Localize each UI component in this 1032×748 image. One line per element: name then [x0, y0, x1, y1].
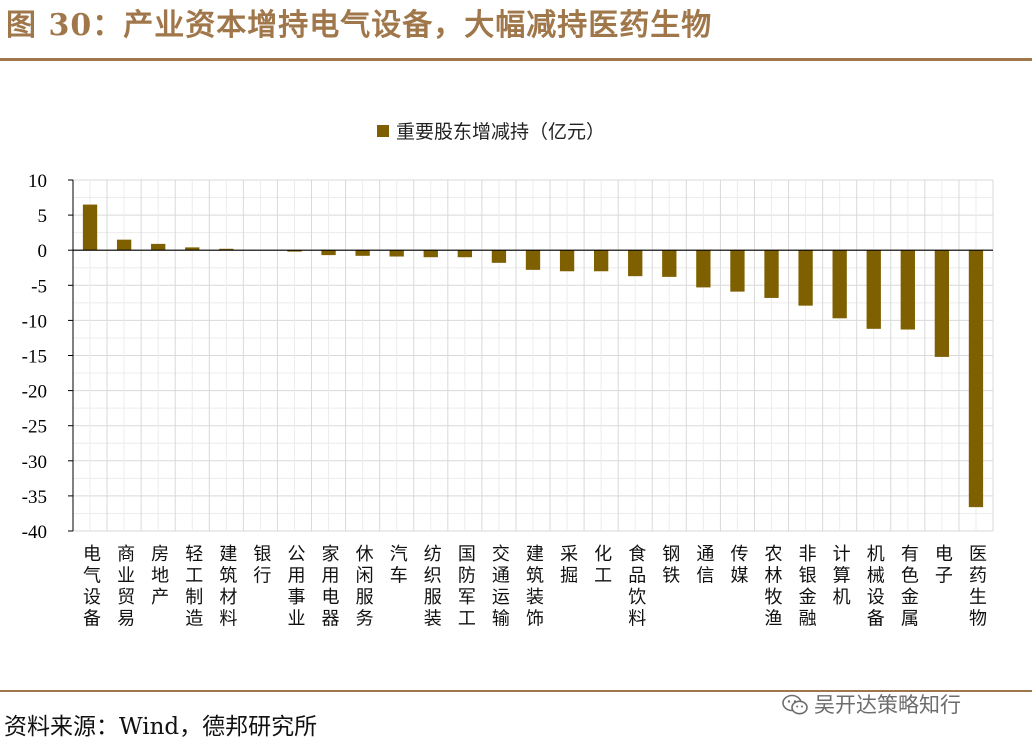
- bar: [525, 250, 541, 270]
- bar: [764, 250, 779, 298]
- x-tick-label: 化工: [594, 544, 612, 587]
- watermark: 吴开达策略知行: [782, 690, 961, 720]
- bar: [798, 250, 813, 306]
- x-tick-label: 银行: [253, 544, 271, 587]
- x-tick-label: 计算机: [833, 544, 851, 608]
- y-tick-label: -25: [22, 417, 47, 438]
- bar: [491, 250, 507, 263]
- y-tick-label: -35: [22, 487, 47, 508]
- x-tick-label: 机械设备: [867, 544, 885, 630]
- bar: [82, 204, 98, 251]
- x-tick-label: 国防军工: [458, 544, 476, 630]
- y-tick-label: -30: [22, 452, 47, 473]
- x-tick-label: 建筑装饰: [526, 544, 544, 630]
- x-tick-label: 有色金属: [901, 544, 919, 630]
- bar: [900, 250, 915, 330]
- x-tick-label: 家用电器: [322, 544, 340, 630]
- x-tick-label: 农林牧渔: [765, 544, 783, 630]
- x-tick-label: 医药生物: [969, 544, 987, 630]
- x-tick-label: 食品饮料: [628, 544, 646, 630]
- bar: [628, 250, 643, 277]
- bar: [559, 250, 575, 272]
- x-tick-label: 交通运输: [492, 544, 510, 630]
- bar: [866, 250, 881, 329]
- bar: [934, 250, 950, 357]
- figure-title: 图 30：产业资本增持电气设备，大幅减持医药生物: [6, 8, 713, 43]
- bar: [832, 250, 847, 319]
- bar: [593, 250, 609, 272]
- x-tick-label: 采掘: [560, 544, 578, 587]
- source-note: 资料来源：Wind，德邦研究所: [4, 714, 318, 740]
- bar: [662, 250, 677, 277]
- x-tick-label: 钢铁: [662, 544, 680, 587]
- y-tick-label: 0: [38, 241, 48, 262]
- x-tick-label: 汽车: [390, 544, 408, 587]
- y-tick-label: -10: [22, 311, 47, 332]
- bar: [389, 250, 404, 257]
- bar: [151, 243, 166, 251]
- y-tick-label: 5: [38, 206, 48, 227]
- legend-swatch: [377, 125, 389, 137]
- bar: [116, 239, 132, 251]
- x-tick-label: 电子: [935, 544, 953, 587]
- x-tick-label: 公用事业: [287, 544, 305, 630]
- x-tick-label: 建筑材料: [219, 544, 237, 630]
- bar: [321, 250, 336, 256]
- bar: [355, 250, 370, 256]
- y-tick-label: -15: [22, 347, 47, 368]
- bar: [457, 250, 473, 258]
- wechat-icon: [782, 694, 808, 715]
- bar: [730, 250, 745, 292]
- top-divider: [0, 58, 1032, 61]
- legend-label: 重要股东增减持（亿元）: [396, 121, 605, 143]
- x-tick-label: 轻工制造: [185, 544, 203, 630]
- bar: [185, 247, 200, 251]
- bar: [287, 250, 302, 252]
- bar: [696, 250, 711, 288]
- x-tick-label: 商业贸易: [117, 544, 135, 630]
- bar: [968, 250, 984, 508]
- bar: [423, 250, 438, 258]
- bottom-divider: [0, 690, 1032, 692]
- bar: [219, 248, 234, 251]
- bar-chart: 10 5 0 -5 -10 -15 -20 -25 -30 -35 -40 电气设备商业贸易房地产轻工…: [22, 121, 994, 630]
- y-tick-label: -20: [22, 382, 47, 403]
- x-tick-label: 休闲服务: [356, 544, 374, 630]
- y-tick-label: 10: [28, 171, 47, 192]
- y-tick-label: -40: [22, 522, 47, 543]
- watermark-text: 吴开达策略知行: [814, 693, 961, 717]
- x-tick-label: 房地产: [151, 544, 169, 608]
- x-tick-label: 通信: [696, 544, 714, 587]
- y-tick-label: -5: [31, 276, 47, 297]
- x-tick-label: 纺织服装: [424, 544, 442, 630]
- x-tick-label: 非银金融: [799, 544, 817, 630]
- x-tick-label: 传媒: [730, 544, 748, 587]
- x-tick-label: 电气设备: [83, 544, 101, 630]
